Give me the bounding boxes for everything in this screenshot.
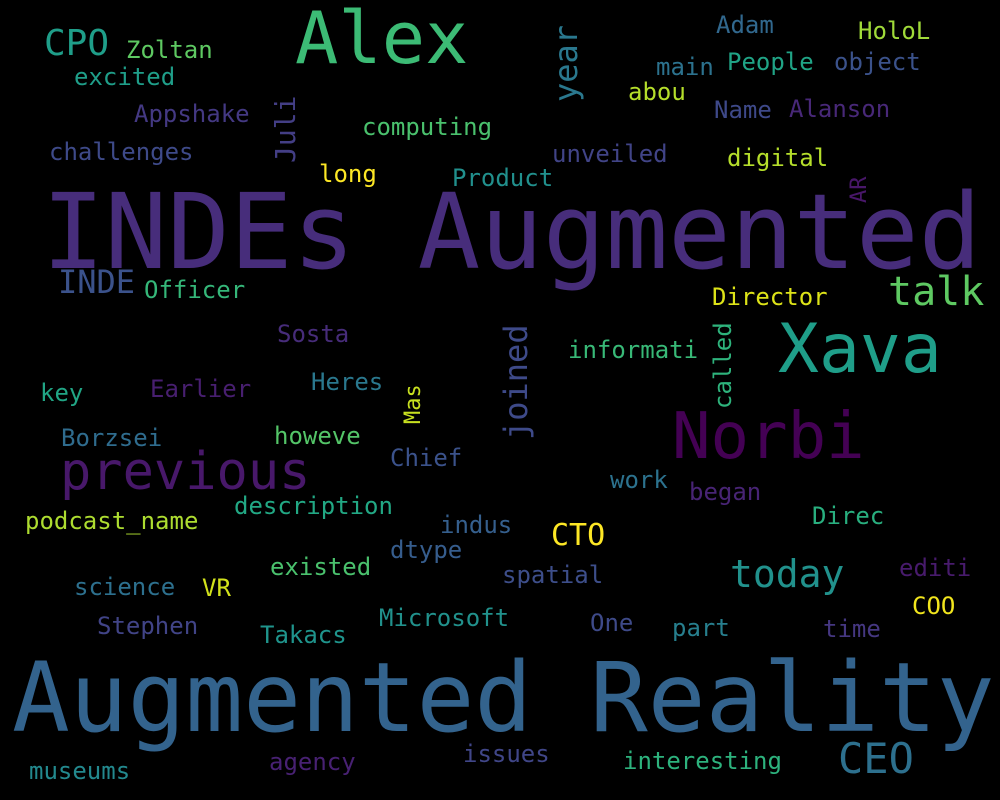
word-cpo: CPO xyxy=(44,23,110,64)
word-vr: VR xyxy=(202,574,231,602)
word-part: part xyxy=(672,614,730,642)
word-museums: museums xyxy=(29,757,131,785)
word-mas: Mas xyxy=(401,384,426,424)
word-indes-augmented: INDEs Augmented xyxy=(42,171,982,293)
word-ceo: CEO xyxy=(838,734,914,783)
word-augmented-reality: Augmented Reality xyxy=(12,642,995,754)
word-cto: CTO xyxy=(551,518,606,553)
word-hololens: HoloL xyxy=(858,17,931,45)
word-year: year xyxy=(547,24,585,102)
word-dtype: dtype xyxy=(390,536,463,564)
word-inde: INDE xyxy=(58,263,136,301)
word-description: description xyxy=(234,492,393,520)
word-microsoft: Microsoft xyxy=(379,604,510,632)
word-key: key xyxy=(40,379,84,407)
word-podcast-name: podcast_name xyxy=(25,507,199,535)
word-stephen: Stephen xyxy=(97,612,199,640)
word-interesting: interesting xyxy=(623,747,782,775)
word-coo: COO xyxy=(912,592,956,620)
word-agency: agency xyxy=(269,748,356,776)
word-alex: Alex xyxy=(295,0,469,80)
word-indus: indus xyxy=(440,511,513,539)
word-existed: existed xyxy=(270,553,372,581)
word-ar: AR xyxy=(847,176,872,204)
word-juli: Juli xyxy=(269,95,302,163)
word-name: Name xyxy=(714,96,772,124)
word-previous: previous xyxy=(60,442,311,502)
word-object: object xyxy=(834,48,921,76)
word-norbi: Norbi xyxy=(672,400,865,474)
word-today: today xyxy=(730,552,845,596)
word-howeve: howeve xyxy=(274,422,361,450)
word-one: One xyxy=(590,609,634,637)
word-time: time xyxy=(823,615,881,643)
word-earlier: Earlier xyxy=(150,375,252,403)
word-digital: digital xyxy=(727,144,829,172)
word-main: main xyxy=(656,53,714,81)
word-direc: Direc xyxy=(812,502,885,530)
word-director: Director xyxy=(712,283,828,311)
word-excited: excited xyxy=(74,63,176,91)
word-talk: talk xyxy=(888,269,985,315)
word-issues: issues xyxy=(463,740,550,768)
word-editi: editi xyxy=(899,554,972,582)
word-officer: Officer xyxy=(144,276,246,304)
word-people: People xyxy=(727,48,814,76)
word-chief: Chief xyxy=(390,444,463,472)
word-product: Product xyxy=(452,164,554,192)
word-appshake: Appshake xyxy=(134,100,250,128)
word-science: science xyxy=(74,573,176,601)
word-called: called xyxy=(709,322,737,409)
word-borzsei: Borzsei xyxy=(61,424,163,452)
word-takacs: Takacs xyxy=(260,621,347,649)
word-joined: joined xyxy=(497,324,535,440)
word-alanson: Alanson xyxy=(789,95,891,123)
word-xava: Xava xyxy=(778,310,942,389)
word-began: began xyxy=(689,478,762,506)
word-zoltan: Zoltan xyxy=(126,36,213,64)
word-informati: informati xyxy=(568,336,699,364)
word-adam: Adam xyxy=(716,11,774,39)
word-abou: abou xyxy=(628,78,686,106)
word-sosta: Sosta xyxy=(277,320,350,348)
word-challenges: challenges xyxy=(49,138,194,166)
word-heres: Heres xyxy=(311,368,384,396)
word-computing: computing xyxy=(362,113,493,141)
word-spatial: spatial xyxy=(502,561,604,589)
word-long: long xyxy=(319,160,377,188)
word-work: work xyxy=(610,466,668,494)
word-unveiled: unveiled xyxy=(552,140,668,168)
